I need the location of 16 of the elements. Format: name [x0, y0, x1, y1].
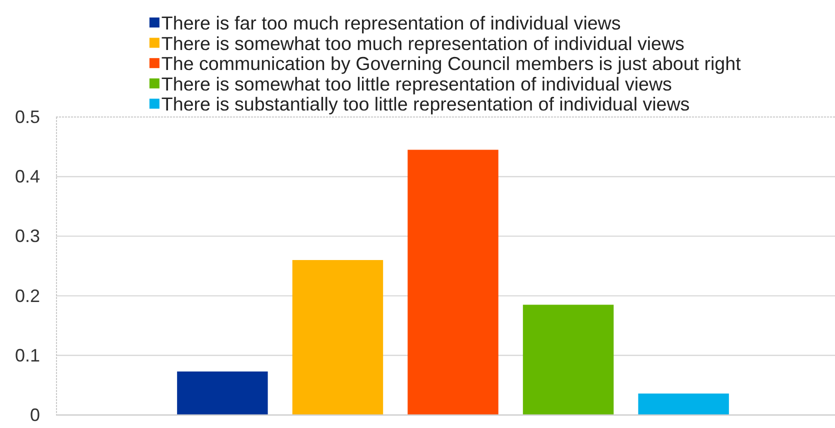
bar: [522, 304, 614, 415]
bar: [638, 394, 729, 415]
bar: [177, 371, 268, 415]
y-tick-label: 0.5: [14, 107, 40, 127]
legend-label: There is somewhat too little representation of individual views: [161, 73, 672, 94]
bar: [408, 150, 498, 415]
legend-label: There is far too much representation of individual views: [161, 12, 621, 34]
y-tick-label: 0.2: [14, 286, 40, 306]
legend-label: There is substantially too little representation of individual views: [161, 94, 690, 115]
y-tick-label: 0.3: [14, 226, 40, 246]
y-tick-label: 0: [30, 405, 40, 425]
legend-label: The communication by Governing Council members is just about right: [161, 53, 742, 74]
y-tick-label: 0.1: [14, 345, 40, 366]
y-tick-label: 0.4: [14, 166, 40, 187]
bar: [292, 260, 384, 415]
legend-label: There is somewhat too much representation of individual views: [161, 32, 684, 54]
